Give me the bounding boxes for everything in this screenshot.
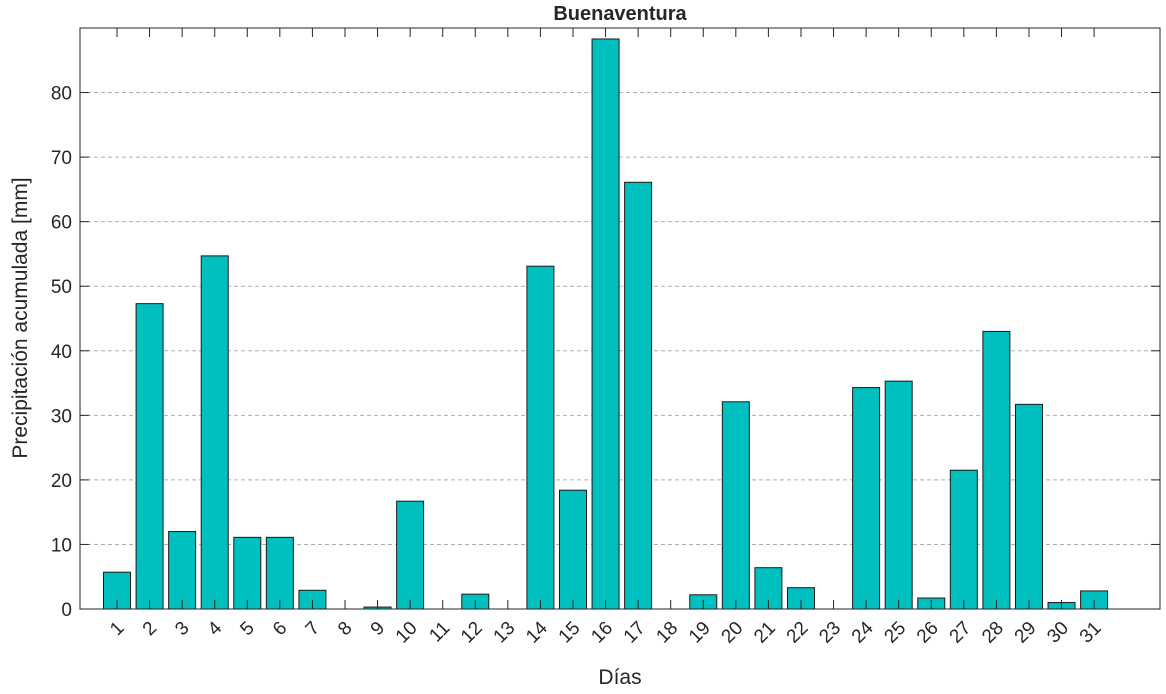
x-axis-label: Días: [598, 666, 641, 689]
x-tick-label: 30: [1043, 618, 1073, 648]
x-tick-label: 3: [171, 618, 193, 640]
x-tick-label: 24: [848, 617, 878, 647]
y-tick-label: 60: [51, 213, 72, 234]
bar: [135, 303, 164, 610]
x-tick-label: 27: [946, 618, 976, 648]
bar: [1014, 403, 1043, 610]
x-tick-label: 5: [236, 618, 258, 640]
y-tick-label: 80: [51, 84, 72, 105]
x-tick-label: 17: [620, 618, 650, 648]
x-tick-label: 10: [392, 618, 422, 648]
x-tick-label: 15: [555, 618, 585, 648]
x-tick-label: 18: [652, 618, 682, 648]
bar: [233, 536, 262, 610]
x-tick-label: 29: [1011, 618, 1041, 648]
x-tick-label: 4: [204, 617, 227, 640]
bar: [168, 531, 197, 610]
bar: [982, 330, 1011, 610]
x-tick-label: 1: [106, 618, 128, 640]
y-tick-label: 50: [51, 277, 72, 298]
bar: [396, 500, 425, 610]
y-tick-label: 40: [51, 342, 72, 363]
x-tick-label: 20: [718, 618, 748, 648]
x-tick-label: 9: [367, 618, 389, 640]
y-tick-label: 70: [51, 148, 72, 169]
x-tick-label: 26: [913, 618, 943, 648]
x-tick-label: 13: [490, 618, 520, 648]
bar: [200, 255, 229, 610]
bar: [721, 401, 750, 610]
bar: [591, 38, 620, 610]
x-tick-label: 28: [978, 618, 1008, 648]
y-axis-label: Precipitación acumulada [mm]: [9, 177, 32, 458]
bar: [526, 265, 555, 610]
x-tick-label: 16: [587, 618, 617, 648]
y-tick-label: 20: [51, 471, 72, 492]
x-tick-label: 19: [685, 618, 715, 648]
bar: [884, 380, 913, 610]
bar: [265, 536, 294, 610]
bar: [852, 387, 881, 610]
plot-frame: [79, 27, 1161, 610]
y-tick-label: 10: [51, 535, 72, 556]
bar: [624, 181, 653, 610]
x-tick-label: 25: [880, 618, 910, 648]
x-tick-label: 31: [1076, 618, 1106, 648]
y-tick-label: 30: [51, 406, 72, 427]
x-tick-label: 6: [269, 618, 291, 640]
x-tick-label: 11: [425, 618, 454, 647]
x-tick-label: 12: [457, 618, 487, 648]
bar: [558, 489, 587, 610]
x-tick-label: 2: [139, 618, 161, 640]
x-tick-label: 8: [334, 618, 356, 640]
x-tick-label: 22: [783, 618, 813, 648]
x-tick-label: 7: [302, 618, 324, 640]
x-tick-label: 23: [815, 618, 845, 648]
chart-title: Buenaventura: [553, 3, 687, 25]
x-tick-label: 21: [750, 618, 780, 648]
bar: [949, 469, 978, 610]
y-tick-label: 0: [61, 600, 72, 621]
x-tick-label: 14: [522, 617, 552, 647]
